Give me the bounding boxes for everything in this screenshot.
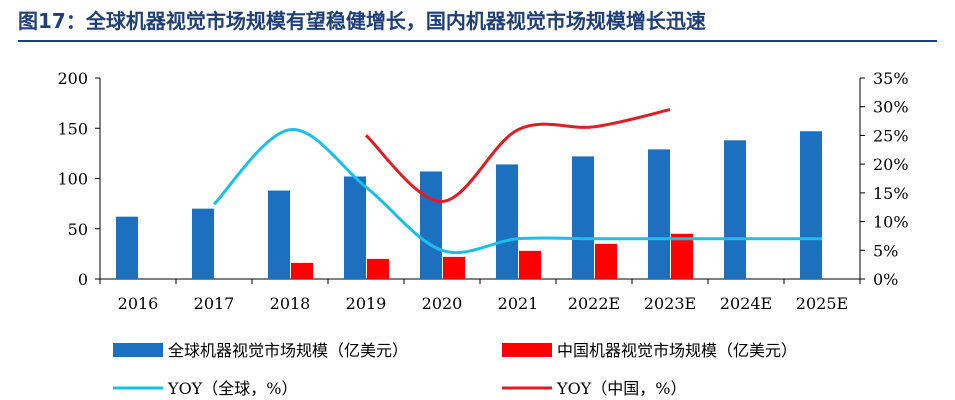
y-right-tick-label: 15% [873, 184, 909, 203]
x-tick-label: 2016 [118, 294, 159, 313]
bar-global [572, 156, 594, 279]
legend-yoy-china-label: YOY（中国，%） [556, 379, 686, 398]
bar-global [192, 208, 214, 279]
y-left-tick-label: 100 [57, 170, 88, 189]
x-tick-label: 2020 [422, 294, 463, 313]
legend-global-market-label: 全球机器视觉市场规模（亿美元） [168, 341, 408, 360]
bar-china [291, 262, 313, 279]
y-right-tick-label: 10% [873, 213, 909, 232]
x-tick-label: 2022E [568, 294, 620, 313]
x-tick-label: 2019 [346, 294, 387, 313]
bar-china [671, 233, 693, 279]
bar-global [116, 216, 138, 279]
y-left-tick-label: 150 [57, 119, 88, 138]
y-left-tick-label: 0 [78, 270, 88, 289]
y-right-tick-label: 5% [873, 241, 898, 260]
y-right-tick-label: 35% [873, 69, 909, 88]
bar-global [724, 140, 746, 279]
y-right-tick-label: 0% [873, 270, 898, 289]
chart-lines [212, 108, 822, 255]
legend-china-market-swatch [502, 343, 552, 357]
bar-china [595, 243, 617, 279]
bar-global [496, 164, 518, 279]
x-tick-label: 2018 [270, 294, 311, 313]
bar-china [367, 258, 389, 279]
y-right-tick-label: 25% [873, 126, 909, 145]
y-left-tick-label: 200 [57, 69, 88, 88]
y-right-tick-label: 20% [873, 155, 909, 174]
chart-bars [116, 131, 822, 279]
x-tick-label: 2017 [194, 294, 235, 313]
bar-china [443, 256, 465, 279]
bar-global [420, 171, 442, 279]
chart-tick-labels: 0 50 100 150 200 0% 5% 10% 15% 20% 25% 30% 35% 2016 20… [57, 69, 908, 313]
x-tick-label: 2021 [498, 294, 539, 313]
x-tick-label: 2024E [720, 294, 772, 313]
bar-global [648, 149, 670, 279]
title-underline [18, 40, 937, 42]
line-yoy-global [212, 128, 822, 255]
line-yoy-china [364, 108, 671, 203]
bar-global [268, 190, 290, 279]
y-left-tick-label: 50 [68, 220, 88, 239]
bar-global [344, 176, 366, 279]
y-right-tick-label: 30% [873, 98, 909, 117]
bar-global [800, 131, 822, 279]
x-tick-label: 2023E [644, 294, 696, 313]
chart-title: 图17：全球机器视觉市场规模有望稳健增长，国内机器视觉市场规模增长迅速 [18, 9, 706, 33]
chart-legend: 全球机器视觉市场规模（亿美元） 中国机器视觉市场规模（亿美元） YOY（全球，%） Y… [113, 341, 797, 398]
legend-china-market-label: 中国机器视觉市场规模（亿美元） [557, 341, 797, 360]
legend-yoy-global-label: YOY（全球，%） [167, 379, 297, 398]
x-tick-label: 2025E [796, 294, 848, 313]
legend-global-market-swatch [113, 343, 163, 357]
bar-china [519, 250, 541, 279]
